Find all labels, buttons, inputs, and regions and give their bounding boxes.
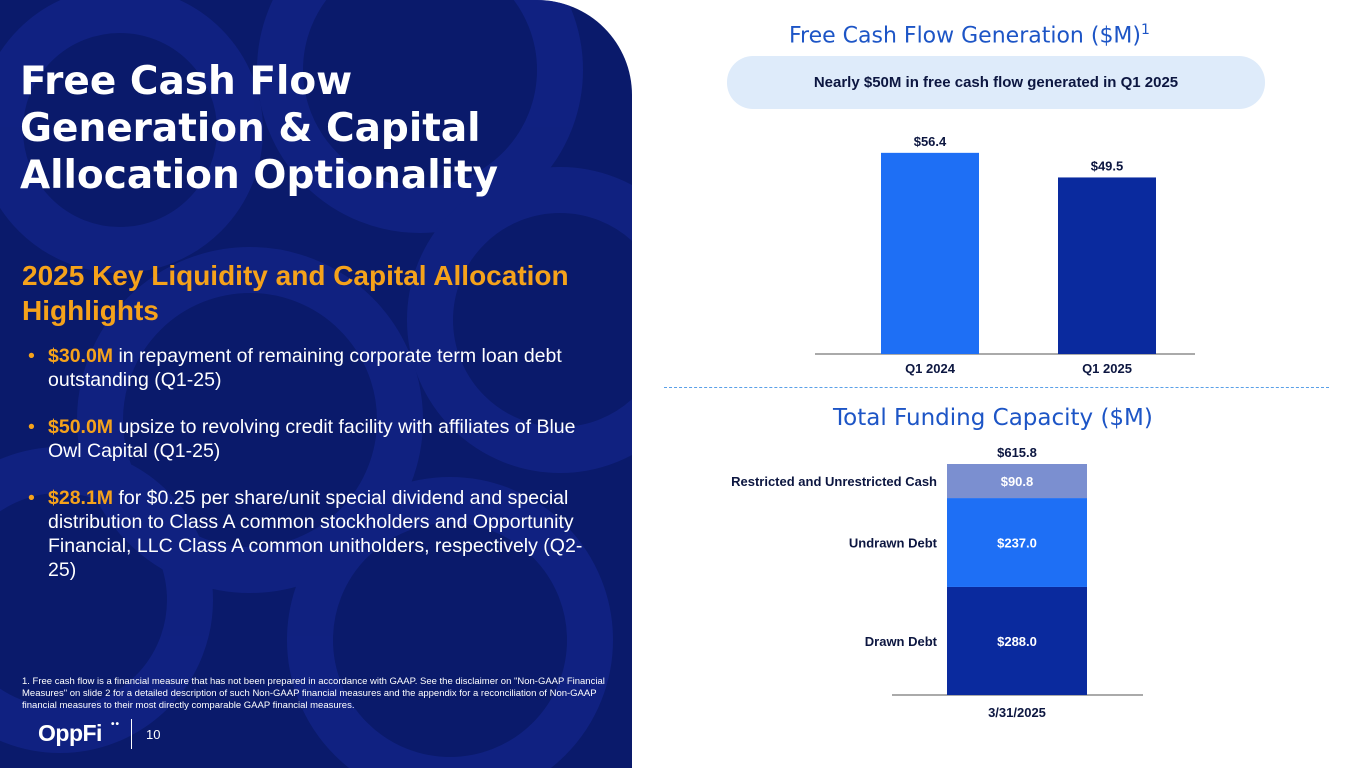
bullet-icon: • (28, 345, 35, 367)
segment-value-label: $90.8 (1001, 474, 1034, 489)
oppfi-logo: OppFi (38, 720, 102, 746)
segment-value-label: $288.0 (997, 634, 1037, 649)
fcf-callout: Nearly $50M in free cash flow generated … (727, 56, 1265, 109)
highlight-amount: $28.1M (48, 487, 114, 509)
x-tick-label: Q1 2025 (1082, 361, 1132, 376)
left-panel: Free Cash Flow Generation & Capital Allo… (0, 0, 632, 768)
x-tick-label: Q1 2024 (905, 361, 956, 376)
page-number: 10 (146, 727, 161, 742)
highlight-text: in repayment of remaining corporate term… (48, 345, 562, 391)
series-label: Undrawn Debt (849, 536, 938, 551)
stacked-segment-drawn-debt (947, 586, 1087, 695)
footnote-marker: 1 (1141, 22, 1150, 38)
bar-q1-2025 (1058, 177, 1156, 354)
background-pattern (0, 0, 632, 768)
logo-divider (131, 719, 132, 749)
section-divider (664, 387, 1329, 388)
highlight-text: upsize to revolving credit facility with… (48, 416, 576, 462)
bullet-icon: • (28, 416, 35, 438)
total-value-label: $615.8 (997, 445, 1037, 460)
fcf-bar-chart: $56.4 Q1 2024 $49.5 Q1 2025 (815, 134, 1195, 376)
stacked-segment-restricted-and-unrestricted-cash (947, 464, 1087, 499)
section-subtitle: 2025 Key Liquidity and Capital Allocatio… (22, 260, 569, 326)
footnote: 1. Free cash flow is a financial measure… (22, 676, 605, 711)
bar-value-label: $56.4 (914, 134, 947, 149)
fcf-chart-title-text: Free Cash Flow Generation ($M) (789, 23, 1141, 49)
highlights-list: • $30.0M in repayment of remaining corpor… (28, 344, 588, 605)
list-item: • $50.0M upsize to revolving credit facil… (28, 415, 588, 463)
bullet-icon: • (28, 487, 35, 509)
slide-title: Free Cash Flow Generation & Capital Allo… (20, 59, 499, 198)
series-label: Restricted and Unrestricted Cash (731, 474, 937, 489)
funding-chart-title: Total Funding Capacity ($M) (833, 405, 1153, 431)
logo-dots-icon: •• (111, 719, 121, 730)
x-tick-label: 3/31/2025 (988, 705, 1046, 720)
segment-value-label: $237.0 (997, 536, 1037, 551)
stacked-segment-undrawn-debt (947, 498, 1087, 587)
bar-value-label: $49.5 (1091, 158, 1124, 173)
bar-q1-2024 (881, 152, 979, 354)
highlight-amount: $50.0M (48, 416, 114, 438)
highlight-amount: $30.0M (48, 345, 114, 367)
highlight-text: for $0.25 per share/unit special dividen… (48, 487, 583, 581)
fcf-chart-title: Free Cash Flow Generation ($M)1 (789, 22, 1150, 48)
list-item: • $28.1M for $0.25 per share/unit special… (28, 486, 588, 582)
series-label: Drawn Debt (865, 634, 938, 649)
funding-stacked-chart: $288.0 Drawn Debt $237.0 Undrawn Debt $90.8 R… (731, 445, 1143, 720)
list-item: • $30.0M in repayment of remaining corpor… (28, 344, 588, 392)
